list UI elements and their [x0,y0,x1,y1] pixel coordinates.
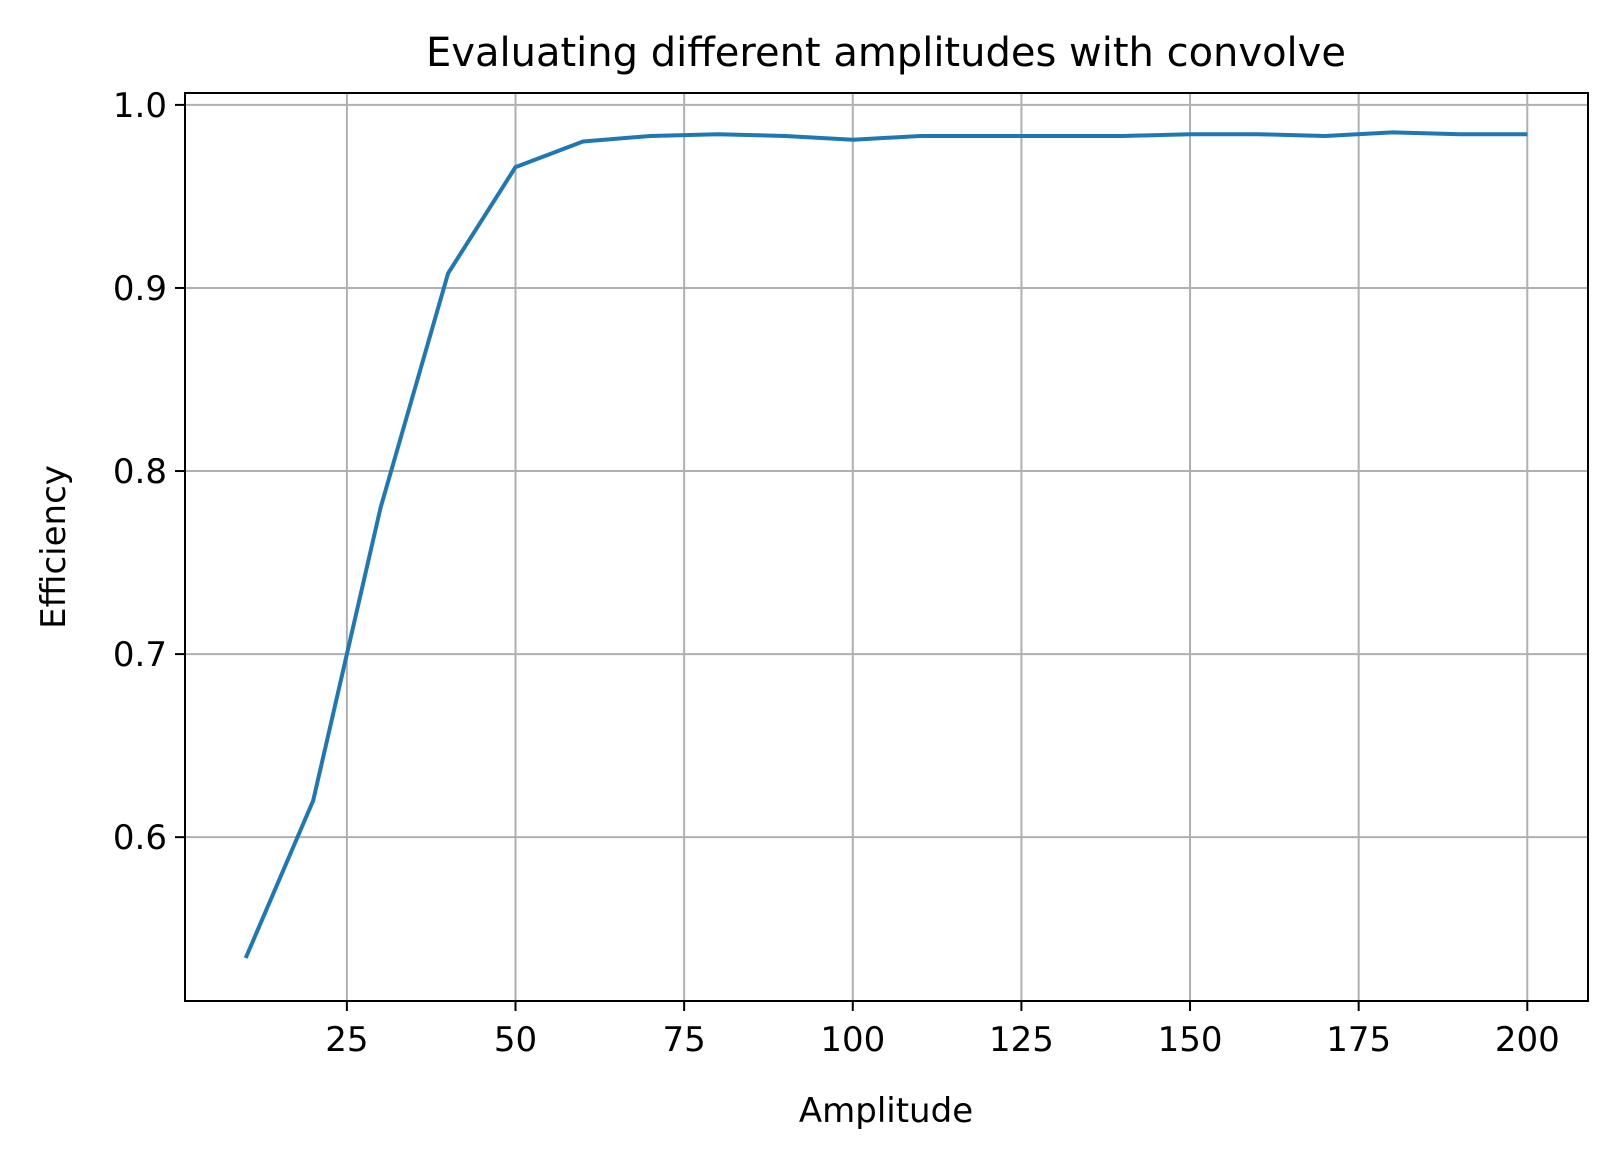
x-tick-label: 100 [820,1020,885,1060]
x-axis-title: Amplitude [799,1091,973,1131]
x-tick-label: 200 [1495,1020,1560,1060]
x-axis: 25 50 75 100 125 150 175 200 [325,1001,1560,1060]
x-tick-label: 125 [989,1020,1054,1060]
y-axis-title: Efficiency [34,465,74,629]
series-line [243,130,1528,959]
y-tick-label: 0.8 [113,452,167,492]
y-tick-label: 0.7 [113,635,167,675]
x-tick-label: 25 [325,1020,368,1060]
x-tick-label: 175 [1326,1020,1391,1060]
y-tick-label: 1.0 [113,86,167,126]
y-tick-label: 0.9 [113,269,167,309]
plot-background [185,93,1588,1001]
series-layer [243,130,1528,959]
x-tick-label: 150 [1158,1020,1223,1060]
x-tick-label: 50 [494,1020,537,1060]
x-tick-label: 75 [663,1020,706,1060]
chart-title: Evaluating different amplitudes with con… [426,30,1346,76]
plot-frame [184,92,1589,1002]
y-tick-label: 0.6 [113,818,167,858]
grid [185,93,1588,1001]
y-axis: 0.6 0.7 0.8 0.9 1.0 [113,86,185,858]
